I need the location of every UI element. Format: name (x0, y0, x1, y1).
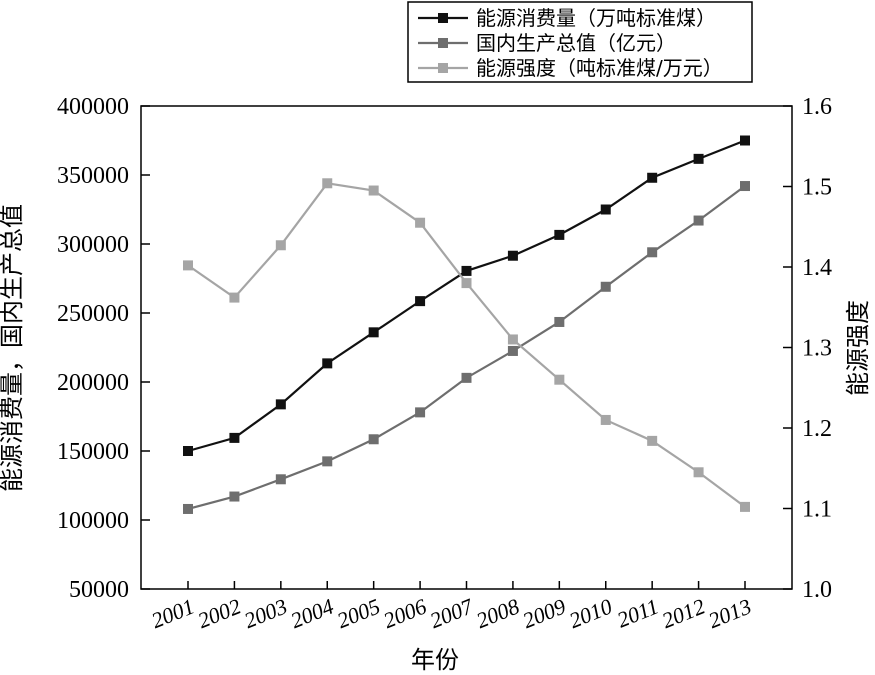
x-tick-label: 2001 (148, 593, 198, 633)
plot-area-border (140, 105, 793, 590)
x-tick-label: 2010 (565, 593, 615, 633)
data-point (740, 501, 750, 512)
x-tick-label: 2012 (658, 593, 708, 633)
plot-frame (140, 105, 793, 590)
series-line (187, 139, 746, 453)
data-point (740, 135, 750, 146)
data-point (275, 240, 286, 251)
x-tick-label: 2006 (380, 593, 430, 633)
series-2 (183, 181, 750, 514)
x-tick-label: 2003 (241, 593, 291, 633)
data-point (368, 185, 379, 196)
legend-label: 国内生产总值（亿元） (476, 31, 676, 55)
series-line (187, 185, 746, 511)
data-point (461, 372, 472, 383)
data-point (600, 281, 611, 292)
data-point (415, 296, 426, 307)
data-point (600, 414, 611, 425)
data-point (507, 250, 518, 261)
right-tick-label: 1.1 (802, 497, 832, 523)
left-tick-label: 100000 (57, 508, 129, 534)
data-point (461, 278, 472, 289)
x-tick-label: 2009 (519, 593, 569, 633)
right-tick-label: 1.6 (802, 94, 832, 120)
legend-marker (438, 13, 448, 23)
x-tick-label: 2011 (613, 593, 662, 632)
series-1 (183, 135, 750, 456)
data-point (461, 265, 472, 276)
data-point (647, 172, 658, 183)
right-tick-label: 1.5 (802, 175, 832, 201)
data-point (322, 358, 333, 369)
data-point (368, 434, 379, 445)
series-layer (183, 135, 750, 514)
data-point (183, 260, 193, 271)
data-point (693, 215, 704, 226)
right-axis-title: 能源强度 (844, 300, 872, 396)
right-tick-label: 1.2 (802, 416, 832, 442)
left-tick-label: 300000 (57, 232, 129, 258)
right-tick-label: 1.4 (802, 255, 832, 281)
right-tick-label: 1.3 (802, 336, 832, 362)
x-tick-label: 2002 (194, 593, 244, 633)
left-tick-label: 250000 (57, 301, 129, 327)
series-3 (183, 178, 750, 512)
left-tick-label: 150000 (57, 439, 129, 465)
data-point (600, 204, 611, 215)
data-point (554, 229, 565, 240)
data-point (740, 181, 750, 192)
series-line (187, 182, 746, 508)
legend-label: 能源消费量（万吨标准煤） (476, 6, 716, 30)
legend: 能源消费量（万吨标准煤）国内生产总值（亿元）能源强度（吨标准煤/万元） (407, 1, 753, 83)
data-point (415, 407, 426, 418)
legend-marker (438, 38, 448, 48)
x-tick-label: 2005 (333, 593, 383, 633)
data-point (507, 345, 518, 356)
left-axis-ticks: 50000 100000 150000 200000 250000 300000 35000… (57, 94, 150, 603)
data-point (183, 503, 193, 514)
data-point (554, 316, 565, 327)
x-tick-label: 2008 (473, 593, 523, 633)
data-point (322, 456, 333, 467)
data-point (229, 432, 240, 443)
data-point (183, 446, 193, 456)
right-axis-ticks: 1.0 1.1 1.2 1.3 1.4 1.5 1.6 (783, 94, 832, 603)
data-point (322, 178, 333, 189)
data-point (275, 399, 286, 410)
data-point (275, 474, 286, 485)
data-point (693, 153, 704, 164)
x-tick-label: 2004 (287, 593, 337, 633)
data-point (229, 491, 240, 502)
left-tick-label: 350000 (57, 163, 129, 189)
x-axis-title: 年份 (411, 646, 459, 674)
legend-marker (438, 63, 448, 73)
left-tick-label: 200000 (57, 370, 129, 396)
left-axis-title: 能源消费量，国内生产总值 (0, 204, 26, 492)
data-point (229, 292, 240, 303)
x-tick-label: 2007 (426, 593, 477, 633)
right-tick-label: 1.0 (802, 577, 832, 603)
data-point (368, 327, 379, 338)
x-tick-label: 2013 (705, 593, 755, 633)
data-point (693, 467, 704, 478)
data-point (415, 217, 426, 228)
data-point (647, 247, 658, 258)
legend-label: 能源强度（吨标准煤/万元） (476, 56, 723, 80)
left-tick-label: 400000 (57, 94, 129, 120)
data-point (554, 374, 565, 385)
data-point (507, 334, 518, 345)
data-point (647, 435, 658, 446)
left-tick-label: 50000 (69, 577, 129, 603)
